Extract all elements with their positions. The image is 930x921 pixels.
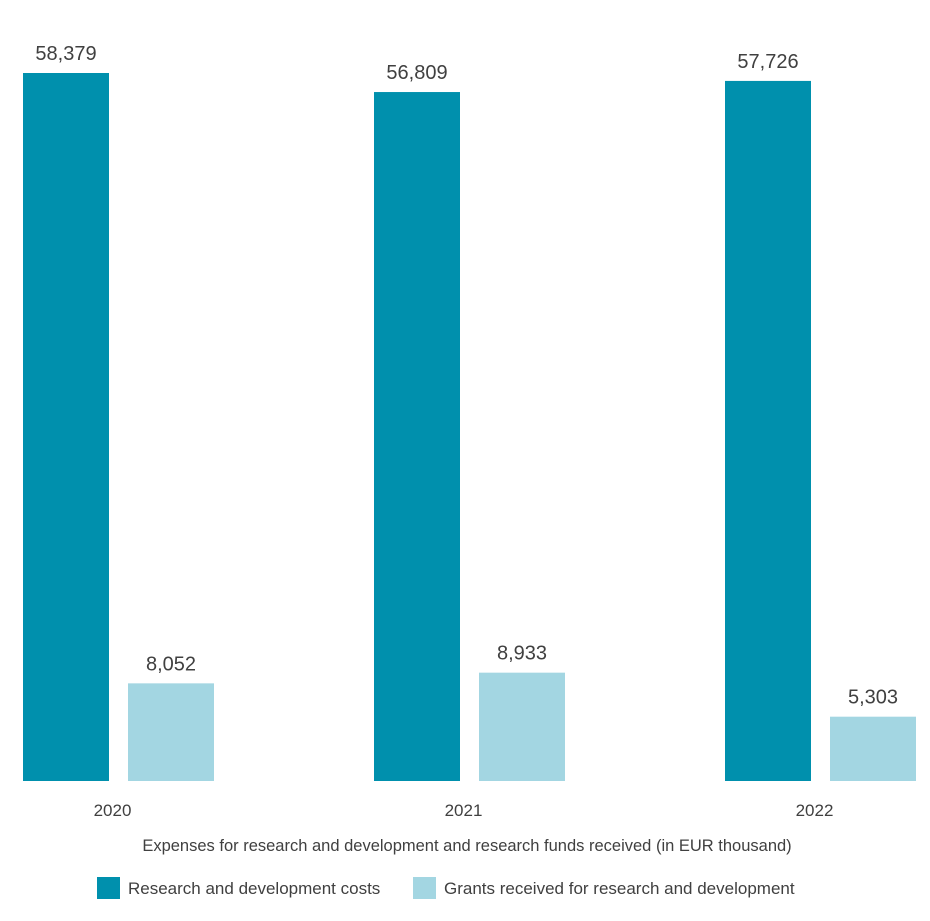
value-label-2022-series-1: 57,726: [737, 51, 798, 73]
x-axis-caption: Expenses for research and development an…: [142, 837, 791, 855]
legend-label-rd-costs: Research and development costs: [128, 879, 380, 898]
category-labels-group: 2020 2021 2022: [94, 801, 834, 820]
legend: Research and development costs Grants re…: [97, 877, 795, 899]
category-label-2021: 2021: [445, 801, 483, 820]
legend-swatch-rd-costs: [97, 877, 120, 899]
value-label-2022-series-2: 5,303: [848, 687, 898, 709]
value-labels-group: 58,379 8,052 56,809 8,933 57,726 5,303: [35, 43, 898, 709]
bars-group: [23, 73, 916, 781]
bar-2020-series-2: [128, 683, 214, 781]
value-label-2021-series-1: 56,809: [386, 62, 447, 84]
bar-2022-series-2: [830, 716, 916, 781]
legend-swatch-grants: [413, 877, 436, 899]
legend-label-grants: Grants received for research and develop…: [444, 879, 795, 898]
bar-2022-series-1: [725, 80, 811, 781]
value-label-2020-series-2: 8,052: [146, 653, 196, 675]
value-label-2020-series-1: 58,379: [35, 43, 96, 65]
bar-2020-series-1: [23, 73, 109, 781]
bar-2021-series-2: [479, 672, 565, 781]
category-label-2022: 2022: [796, 801, 834, 820]
value-label-2021-series-2: 8,933: [497, 643, 547, 665]
category-label-2020: 2020: [94, 801, 132, 820]
bar-2021-series-1: [374, 92, 460, 781]
